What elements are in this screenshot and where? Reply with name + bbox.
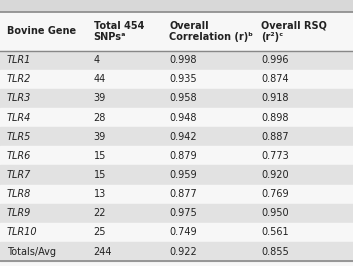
Text: 0.769: 0.769 [261,189,289,199]
Text: 0.958: 0.958 [169,93,197,103]
Text: Total 454: Total 454 [94,21,144,31]
Text: Bovine Gene: Bovine Gene [7,26,76,36]
Text: TLR4: TLR4 [7,113,31,123]
Text: 44: 44 [94,74,106,84]
Text: TLR7: TLR7 [7,170,31,180]
Bar [0,146,353,165]
Text: Correlation (r)ᵇ: Correlation (r)ᵇ [169,32,253,42]
Text: TLR3: TLR3 [7,93,31,103]
Text: TLR8: TLR8 [7,189,31,199]
Text: 0.998: 0.998 [169,55,197,65]
Text: 0.874: 0.874 [261,74,289,84]
Text: SNPsᵃ: SNPsᵃ [94,32,126,42]
Bar [0,0,353,12]
Text: Overall RSQ: Overall RSQ [261,21,327,31]
Text: 0.922: 0.922 [169,247,197,257]
Text: 0.935: 0.935 [169,74,197,84]
Bar [0,242,353,261]
Text: 0.879: 0.879 [169,151,197,161]
Text: TLR5: TLR5 [7,132,31,142]
Text: TLR2: TLR2 [7,74,31,84]
Bar [0,204,353,223]
Text: 0.561: 0.561 [261,227,289,238]
Text: TLR9: TLR9 [7,208,31,218]
Text: 244: 244 [94,247,112,257]
Text: 4: 4 [94,55,100,65]
Bar [0,185,353,204]
Bar [0,12,353,51]
Text: 0.996: 0.996 [261,55,289,65]
Text: 0.898: 0.898 [261,113,289,123]
Text: 39: 39 [94,132,106,142]
Text: 0.942: 0.942 [169,132,197,142]
Text: 0.918: 0.918 [261,93,289,103]
Text: 0.975: 0.975 [169,208,197,218]
Text: 0.749: 0.749 [169,227,197,238]
Bar [0,127,353,146]
Bar [0,165,353,185]
Bar [0,51,353,70]
Bar [0,70,353,89]
Text: 0.877: 0.877 [169,189,197,199]
Text: 15: 15 [94,151,106,161]
Text: 28: 28 [94,113,106,123]
Text: 25: 25 [94,227,106,238]
Text: 0.950: 0.950 [261,208,289,218]
Text: TLR6: TLR6 [7,151,31,161]
Text: 0.959: 0.959 [169,170,197,180]
Text: 0.773: 0.773 [261,151,289,161]
Text: Totals/Avg: Totals/Avg [7,247,56,257]
Text: 0.887: 0.887 [261,132,289,142]
Bar [0,223,353,242]
Text: TLR1: TLR1 [7,55,31,65]
Text: TLR10: TLR10 [7,227,38,238]
Bar [0,108,353,127]
Text: Overall: Overall [169,21,209,31]
Bar [0,89,353,108]
Text: 22: 22 [94,208,106,218]
Text: 15: 15 [94,170,106,180]
Text: 0.920: 0.920 [261,170,289,180]
Text: 0.948: 0.948 [169,113,197,123]
Text: (r²)ᶜ: (r²)ᶜ [261,32,283,42]
Text: 13: 13 [94,189,106,199]
Text: 39: 39 [94,93,106,103]
Text: 0.855: 0.855 [261,247,289,257]
